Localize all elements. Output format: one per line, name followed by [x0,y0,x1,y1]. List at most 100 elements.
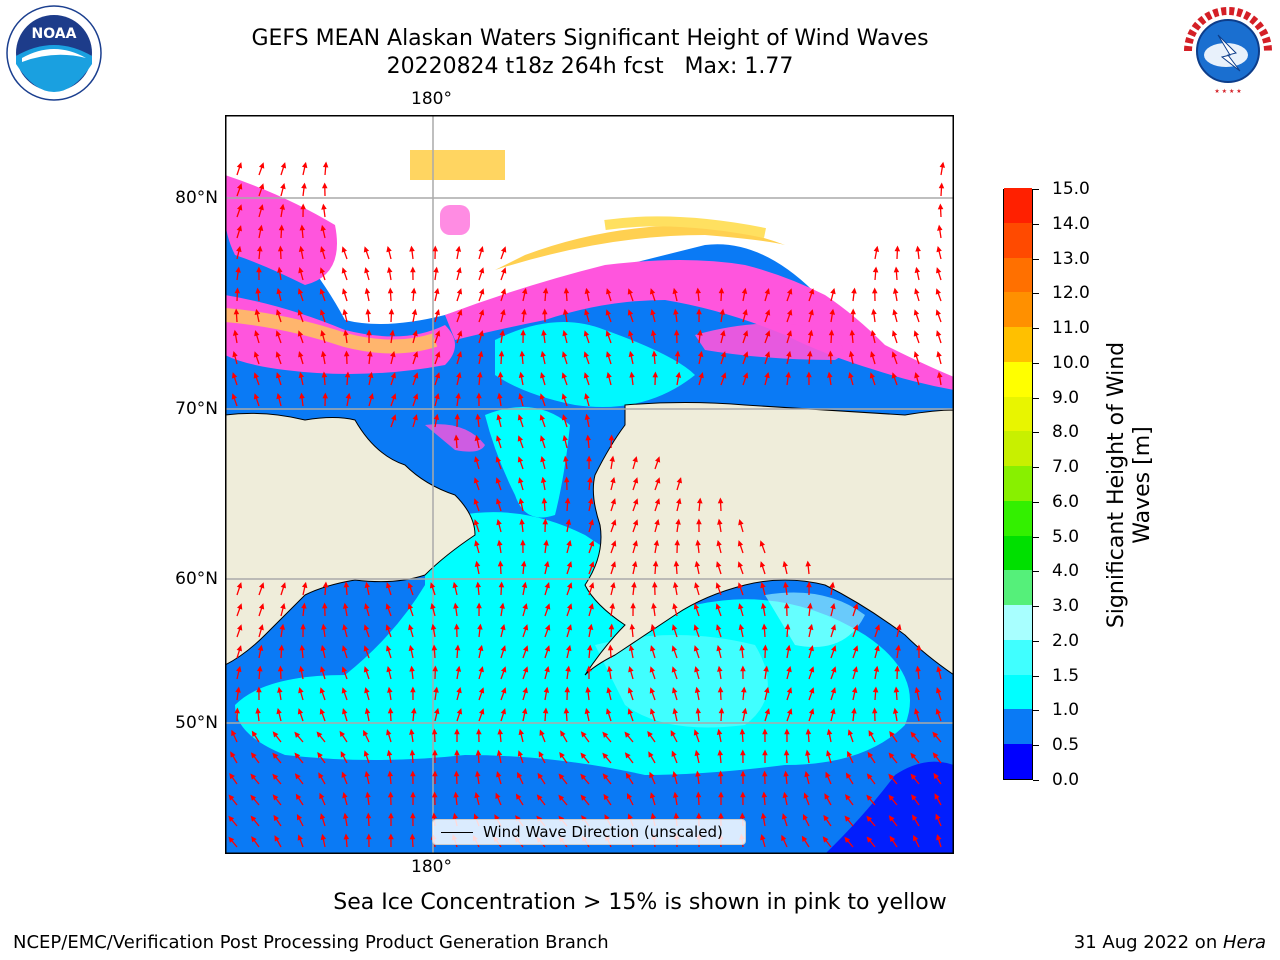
wave-arrow-head [893,266,900,273]
wave-arrow-head [716,624,722,631]
wave-arrow-head [409,245,415,252]
wave-arrow-head [258,624,264,631]
wave-arrow-head [250,794,257,801]
wave-arrow-head [563,455,569,462]
colorbar-tick-mark [1033,467,1039,469]
wave-arrow-head [517,414,524,421]
wave-arrow-head [935,288,942,295]
footer-branch: NCEP/EMC/Verification Post Processing Pr… [13,932,609,953]
wave-arrow-head [456,351,462,358]
wave-arrow-head [652,371,659,378]
wave-arrow-head [322,161,329,168]
wave-arrow-head [520,539,526,546]
wave-arrow-head [891,351,898,358]
lon-label-bottom: 180° [411,857,452,877]
wave-arrow-head [936,665,942,673]
wave-arrow-head [343,581,350,588]
wave-arrow-head [474,540,480,547]
wave-arrow-head [696,497,703,504]
wave-arrow-head [340,751,346,758]
wave-arrow-head [232,329,239,336]
wave-arrow-head [497,560,504,567]
wave-arrow-head [495,456,502,463]
wave-arrow-head [654,518,660,526]
wave-arrow-head [272,773,279,780]
wave-arrow-head [364,581,371,589]
wave-arrow-head [236,162,243,169]
wave-arrow-head [761,770,768,777]
wave-arrow-head [386,266,393,273]
wave-arrow-head [522,624,529,631]
wave-arrow-head [741,707,748,714]
wave-arrow-head [874,624,881,631]
wave-arrow-head [431,812,438,819]
wave-arrow-head [562,434,568,442]
wave-arrow-head [653,539,660,546]
wave-arrow-head [237,204,243,211]
wave-arrow-head [606,351,612,358]
wave-arrow-head [319,309,326,316]
wave-arrow-head [410,686,416,693]
wave-arrow-head [522,666,529,673]
wave-arrow-head [276,287,282,295]
lat-label-80: 80°N [175,188,218,208]
wave-arrow-head [781,813,788,820]
wave-arrow-head [519,518,525,525]
wave-arrow-head [694,686,701,693]
wave-arrow-head [605,330,612,337]
wave-arrow-head [802,813,808,821]
wave-arrow-head [808,309,814,316]
colorbar-tick-label: 14.0 [1052,213,1090,234]
wave-arrow-head [851,287,857,294]
wave-arrow-head [473,477,480,484]
wave-arrow-head [580,731,587,738]
wave-arrow-head [559,752,565,759]
wave-arrow-head [388,812,394,819]
wave-arrow-head [870,329,876,337]
wave-arrow-head [806,581,812,588]
wave-arrow-head [320,644,326,652]
wave-arrow-head [255,707,261,714]
wave-arrow-head [232,350,238,358]
wave-arrow-head [410,266,416,273]
wave-arrow-head [873,665,880,672]
wave-arrow-head [782,560,788,568]
wave-arrow-head [521,308,527,315]
wave-arrow-head [584,309,590,316]
noaa-logo: NOAA [6,5,102,101]
colorbar-tick-mark [1033,536,1039,538]
wave-arrow-head [500,687,507,694]
colorbar-segment [1004,222,1032,258]
wave-arrow-head [740,686,747,693]
wave-arrow-head [473,519,480,526]
wave-arrow-head [364,603,370,610]
wave-arrow-head [250,773,257,780]
wave-arrow-head [716,644,722,652]
wave-arrow-head [540,372,546,379]
wave-arrow-head [852,603,859,610]
wave-arrow-head [319,288,326,295]
wave-arrow-head [584,707,591,715]
wave-arrow-head [916,644,922,651]
wave-arrow-head [341,267,347,274]
wave-arrow-head [410,812,416,819]
wave-arrow-head [386,729,392,736]
wave-arrow-head [889,731,895,738]
wave-arrow-head [632,456,638,463]
wave-arrow-head [651,350,658,357]
wave-arrow-head [258,204,264,211]
wave-arrow-head [499,329,506,336]
wave-arrow-head [717,749,724,756]
wave-arrow-head [891,330,898,337]
wave-arrow-head [866,794,873,801]
wave-arrow-head [936,834,942,841]
wave-arrow-head [411,308,418,315]
wave-arrow-head [342,623,348,631]
wave-arrow-head [298,665,305,672]
colorbar-tick-label: 1.0 [1052,700,1080,721]
wave-arrow-head [567,603,573,610]
wave-arrow-head [499,602,505,609]
wave-arrow-head [363,624,370,631]
wave-arrow-head [475,413,481,420]
wave-arrow-head [473,813,479,820]
